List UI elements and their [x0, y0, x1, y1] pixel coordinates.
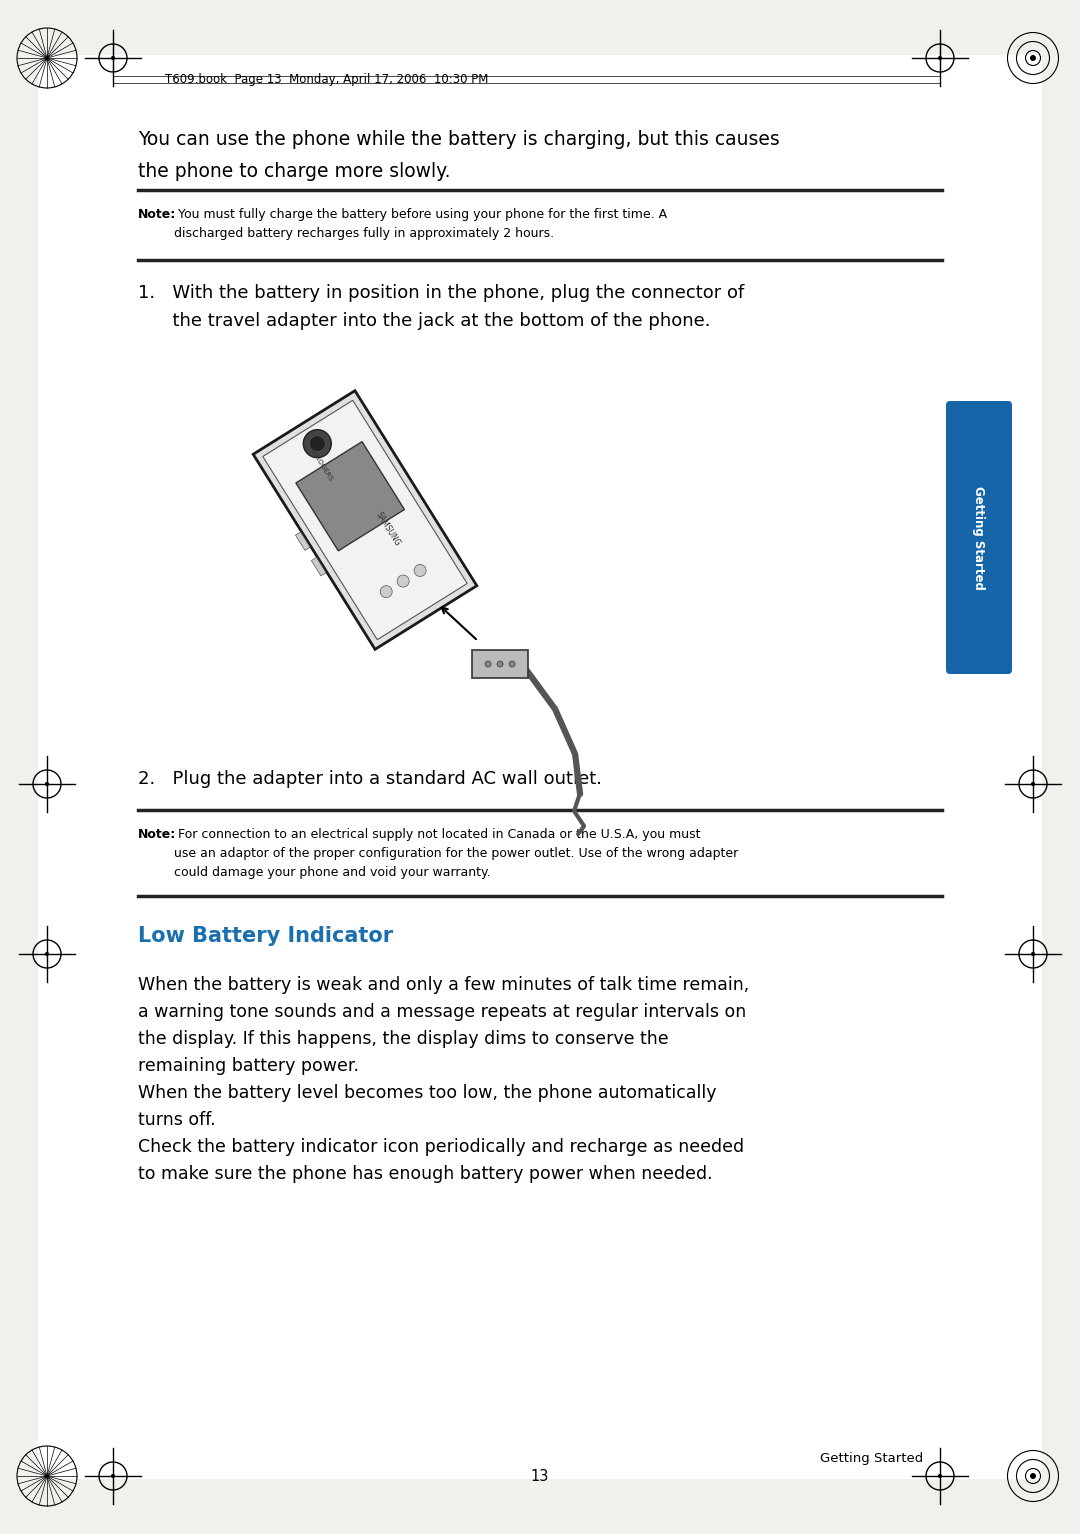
Text: Note:: Note:: [138, 828, 176, 841]
FancyBboxPatch shape: [38, 55, 1042, 1479]
Polygon shape: [296, 532, 310, 551]
Text: the display. If this happens, the display dims to conserve the: the display. If this happens, the displa…: [138, 1029, 669, 1048]
Circle shape: [111, 1474, 116, 1479]
Polygon shape: [262, 400, 468, 640]
Text: the travel adapter into the jack at the bottom of the phone.: the travel adapter into the jack at the …: [138, 311, 711, 330]
Polygon shape: [253, 391, 477, 649]
Text: a warning tone sounds and a message repeats at regular intervals on: a warning tone sounds and a message repe…: [138, 1003, 746, 1022]
Text: When the battery is weak and only a few minutes of talk time remain,: When the battery is weak and only a few …: [138, 976, 750, 994]
Circle shape: [45, 953, 49, 956]
Text: to make sure the phone has enough battery power when needed.: to make sure the phone has enough batter…: [138, 1164, 713, 1183]
Circle shape: [937, 55, 942, 60]
Text: turns off.: turns off.: [138, 1111, 216, 1129]
Text: Note:: Note:: [138, 209, 176, 221]
Circle shape: [309, 436, 325, 451]
Circle shape: [485, 661, 491, 667]
Text: O ROGERS: O ROGERS: [309, 448, 334, 482]
Circle shape: [111, 55, 116, 60]
Text: the phone to charge more slowly.: the phone to charge more slowly.: [138, 163, 450, 181]
Text: Check the battery indicator icon periodically and recharge as needed: Check the battery indicator icon periodi…: [138, 1138, 744, 1157]
Text: remaining battery power.: remaining battery power.: [138, 1057, 359, 1075]
Circle shape: [380, 586, 392, 598]
Polygon shape: [311, 557, 326, 575]
Polygon shape: [296, 442, 404, 551]
Text: T609.book  Page 13  Monday, April 17, 2006  10:30 PM: T609.book Page 13 Monday, April 17, 2006…: [165, 72, 488, 86]
Circle shape: [1030, 55, 1036, 61]
Circle shape: [397, 575, 409, 588]
Text: Getting Started: Getting Started: [820, 1453, 923, 1465]
Circle shape: [1030, 1473, 1036, 1479]
Text: 1.   With the battery in position in the phone, plug the connector of: 1. With the battery in position in the p…: [138, 284, 744, 302]
Circle shape: [509, 661, 515, 667]
Circle shape: [937, 1474, 942, 1479]
Circle shape: [303, 430, 332, 457]
Text: You can use the phone while the battery is charging, but this causes: You can use the phone while the battery …: [138, 130, 780, 149]
Text: 2.   Plug the adapter into a standard AC wall outlet.: 2. Plug the adapter into a standard AC w…: [138, 770, 602, 788]
Circle shape: [45, 782, 49, 785]
Text: When the battery level becomes too low, the phone automatically: When the battery level becomes too low, …: [138, 1085, 716, 1101]
Polygon shape: [472, 650, 528, 678]
Text: SAMSUNG: SAMSUNG: [375, 511, 403, 548]
FancyBboxPatch shape: [946, 400, 1012, 673]
Text: 13: 13: [530, 1470, 550, 1483]
Text: For connection to an electrical supply not located in Canada or the U.S.A, you m: For connection to an electrical supply n…: [174, 828, 739, 879]
Circle shape: [497, 661, 503, 667]
Circle shape: [414, 565, 427, 577]
Text: Getting Started: Getting Started: [972, 486, 986, 589]
Text: Low Battery Indicator: Low Battery Indicator: [138, 927, 393, 946]
Circle shape: [1031, 953, 1035, 956]
Text: You must fully charge the battery before using your phone for the first time. A
: You must fully charge the battery before…: [174, 209, 667, 239]
Circle shape: [1031, 782, 1035, 785]
